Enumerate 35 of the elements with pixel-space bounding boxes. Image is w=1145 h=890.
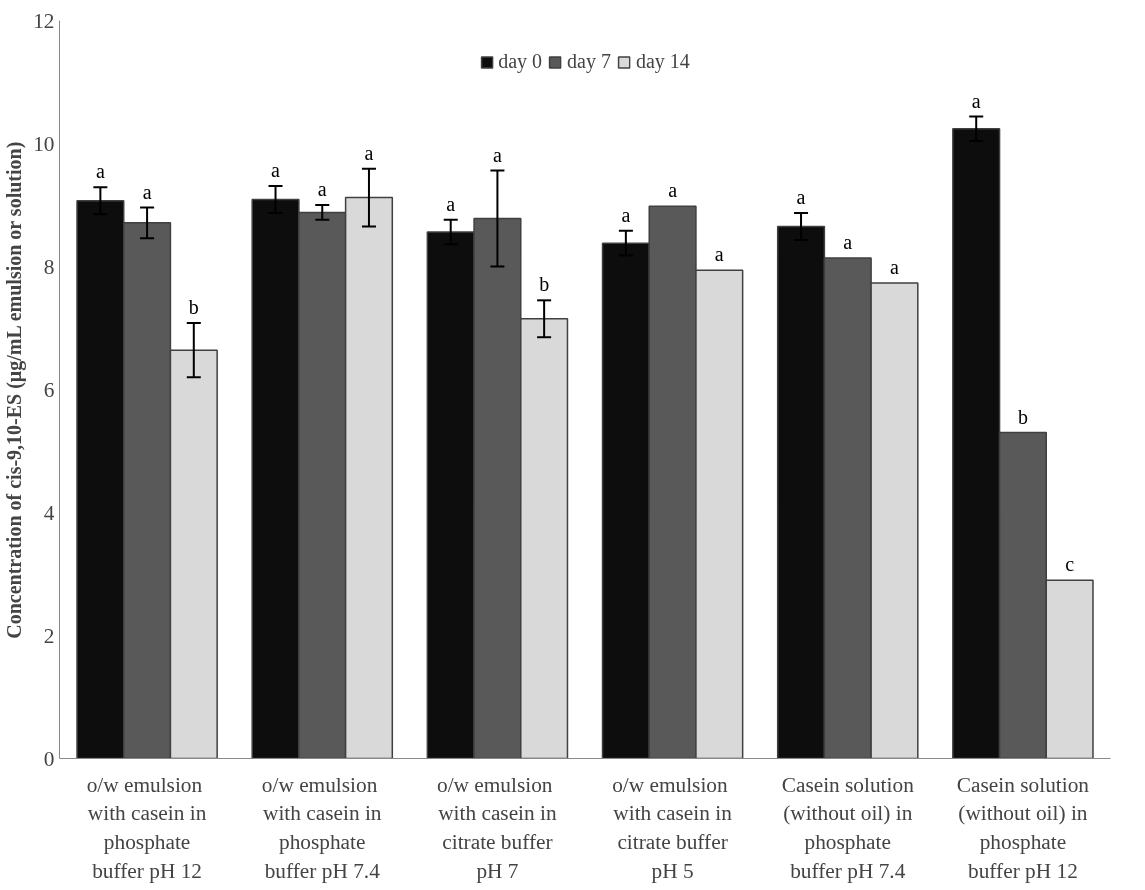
data-label: a (796, 186, 806, 209)
x-tick-label: o/w emulsion with casein in citrate buffer pH 5 (612, 772, 733, 883)
y-tick-label: 12 (33, 8, 55, 33)
legend-label: day 14 (635, 50, 690, 73)
data-label: a (971, 89, 981, 112)
data-label: a (446, 192, 456, 215)
data-label: a (492, 143, 502, 166)
y-tick-label: 2 (43, 623, 55, 648)
data-label: a (317, 178, 327, 201)
data-label: a (714, 243, 724, 266)
data-label: b (1017, 405, 1028, 428)
legend-label: day 7 (567, 50, 611, 73)
data-label: a (890, 256, 900, 279)
data-label: b (188, 296, 199, 319)
y-axis-title: Concentration of cis-9,10-ES (μg/mL emulsion or solution) (3, 141, 27, 639)
x-tick-label: o/w emulsion with casein in citrate buffer pH 7 (436, 772, 557, 883)
x-tick-label: o/w emulsion with casein in phosphate buffer pH 12 (86, 772, 207, 883)
data-label: b (539, 273, 550, 296)
x-tick-label: o/w emulsion with casein in phosphate buffer pH 7.4 (261, 772, 382, 883)
y-tick-label: 6 (43, 377, 55, 402)
data-label: a (142, 180, 152, 203)
data-label: a (668, 179, 678, 202)
legend-label: day 0 (498, 50, 543, 73)
data-label: a (621, 203, 631, 226)
x-tick-label: Casein solution (without oil) in phosphate buffer pH 7.4 (781, 772, 915, 883)
y-tick-label: 4 (43, 500, 55, 525)
data-label: a (843, 230, 853, 253)
y-tick-label: 8 (43, 254, 55, 279)
x-tick-label: Casein solution (without oil) in phosphate buffer pH 12 (956, 772, 1090, 883)
data-label: a (95, 160, 105, 183)
data-label: a (364, 141, 374, 164)
y-tick-label: 0 (43, 746, 55, 771)
y-tick-label: 10 (33, 131, 55, 156)
data-label: a (271, 159, 281, 182)
data-label: c (1065, 553, 1075, 576)
